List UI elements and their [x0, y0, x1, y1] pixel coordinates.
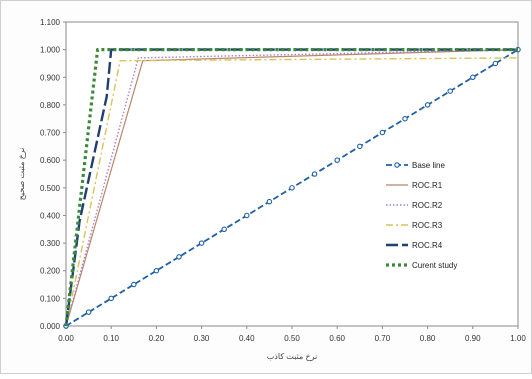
baseline-point: [289, 185, 295, 191]
x-axis: 0.00 0.10 0.20 0.30 0.40 0.50 0.60 0.70 0.80 0.90…: [58, 326, 526, 343]
y-tick-label: 0.600: [40, 156, 61, 165]
y-axis: 0.000 0.100 0.200 0.300 0.400 0.500 0.600 0.700…: [40, 18, 66, 331]
baseline-point: [402, 115, 408, 122]
legend-label: ROC.R4: [412, 241, 443, 250]
x-tick-label: 0.40: [239, 334, 255, 343]
baseline-point: [424, 102, 431, 108]
baseline-point: [153, 267, 160, 274]
baseline-point: [447, 88, 453, 94]
y-tick-label: 0.700: [40, 129, 61, 138]
baseline-point: [379, 129, 386, 136]
series-layer: [63, 46, 521, 329]
baseline-point: [266, 198, 273, 205]
x-tick-label: 0.20: [149, 334, 165, 343]
y-axis-title: نرخ مثبت صحیح: [17, 148, 26, 201]
baseline-point: [357, 143, 363, 150]
x-tick-label: 0.60: [329, 334, 345, 343]
x-tick-label: 0.10: [103, 334, 119, 343]
legend: Base line ROC.R1 ROC.R2 ROC.R3 ROC.R4 Curent …: [386, 161, 457, 270]
baseline-point: [85, 309, 92, 315]
x-tick-label: 0.00: [58, 334, 74, 343]
y-tick-label: 0.300: [40, 239, 61, 248]
y-tick-label: 0.900: [40, 73, 61, 82]
series-line-5: [64, 47, 518, 327]
baseline-point: [198, 240, 205, 246]
x-tick-label: 1.00: [510, 334, 526, 343]
legend-marker: [394, 162, 400, 168]
x-tick-label: 0.70: [375, 334, 391, 343]
y-tick-label: 1.000: [40, 46, 61, 55]
baseline-point: [176, 254, 182, 260]
baseline-point: [221, 226, 227, 233]
baseline-point: [108, 295, 114, 302]
series-line-2: [65, 48, 519, 327]
series-line-3: [65, 57, 519, 327]
y-tick-label: 0.000: [40, 322, 61, 331]
plot-area: [65, 21, 519, 327]
x-tick-label: 0.30: [194, 334, 210, 343]
legend-label: ROC.R1: [412, 181, 443, 190]
x-tick-label: 0.50: [284, 334, 300, 343]
x-tick-label: 0.80: [420, 334, 436, 343]
baseline-point: [311, 171, 318, 177]
y-tick-label: 0.500: [40, 184, 61, 193]
y-tick-label: 0.200: [40, 267, 61, 276]
baseline-point: [244, 212, 250, 219]
series-line-1: [65, 49, 519, 327]
y-tick-label: 0.800: [40, 101, 61, 110]
x-tick-label: 0.90: [465, 334, 481, 343]
baseline-point: [470, 74, 476, 81]
legend-label: ROC.R2: [412, 201, 443, 210]
legend-label: Base line: [412, 161, 445, 170]
y-tick-label: 0.400: [40, 211, 61, 220]
baseline-point: [131, 281, 137, 288]
baseline-point: [492, 60, 499, 67]
y-tick-label: 1.100: [40, 18, 61, 27]
legend-label: ROC.R3: [412, 221, 443, 230]
y-tick-label: 0.100: [40, 294, 61, 303]
x-axis-title: نرخ مثبت کاذب: [267, 352, 318, 361]
baseline-point: [334, 157, 340, 163]
legend-label: Curent study: [412, 261, 457, 270]
